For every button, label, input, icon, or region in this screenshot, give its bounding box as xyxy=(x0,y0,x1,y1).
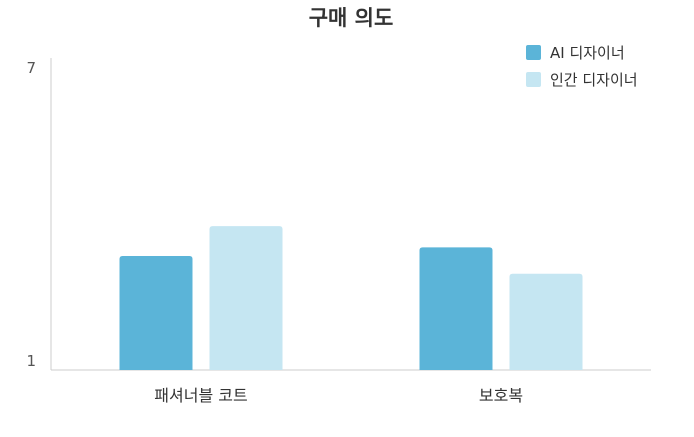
chart-title: 구매 의도 xyxy=(309,6,394,30)
bars-group xyxy=(119,226,583,370)
bar-1-0 xyxy=(419,247,493,370)
legend: AI 디자이너 인간 디자이너 xyxy=(526,44,638,89)
y-tick-label-max: 7 xyxy=(26,59,36,77)
category-label-0: 패셔너블 코트 xyxy=(154,386,247,405)
bar-0-1 xyxy=(209,226,283,370)
y-tick-label-min: 1 xyxy=(26,352,36,370)
legend-label-1: 인간 디자이너 xyxy=(550,71,638,89)
category-label-1: 보호복 xyxy=(479,386,523,405)
bar-0-0 xyxy=(119,256,193,370)
legend-swatch-0 xyxy=(526,45,541,60)
bar-1-1 xyxy=(509,273,583,370)
legend-swatch-1 xyxy=(526,72,541,87)
legend-label-0: AI 디자이너 xyxy=(550,44,625,62)
